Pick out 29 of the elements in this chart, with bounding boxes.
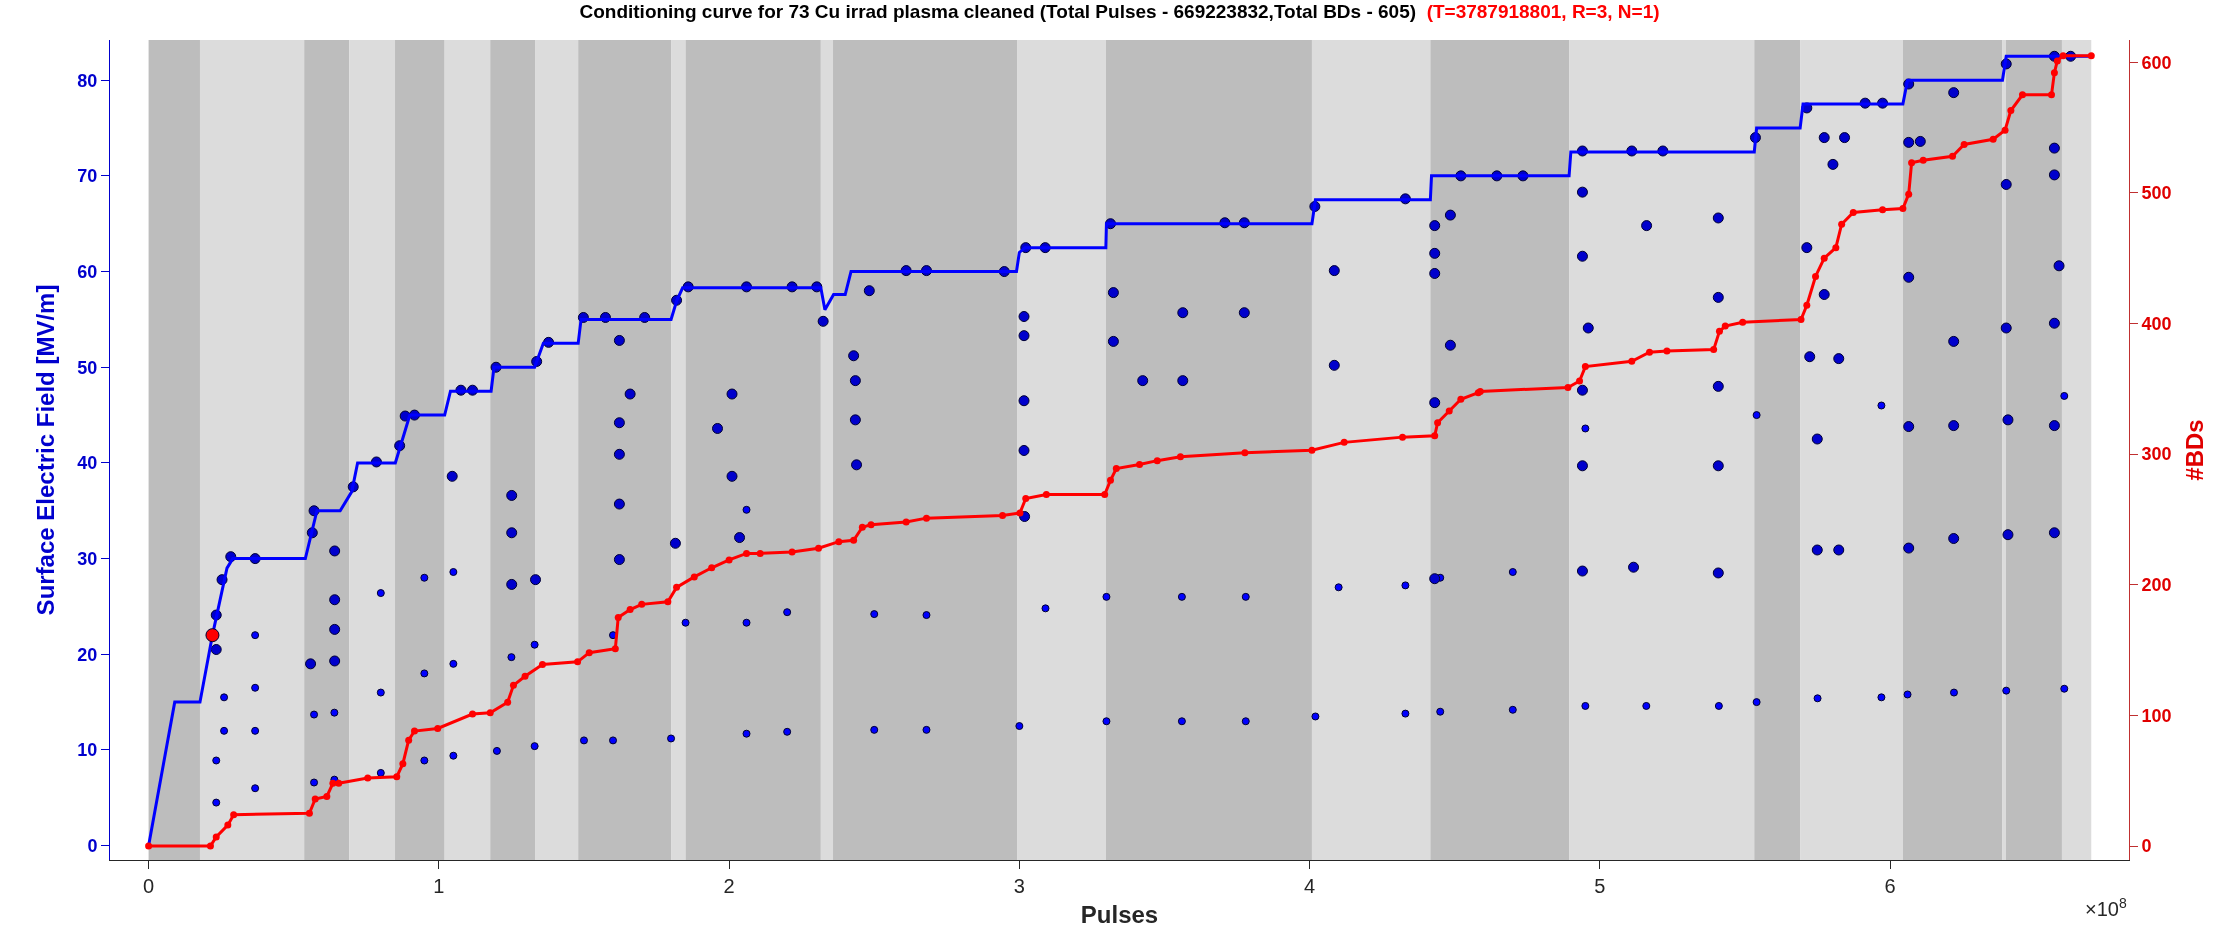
y-tick-label: 60	[77, 261, 98, 282]
y-tick-label: 10	[77, 740, 98, 761]
x-tick-label: 3	[1013, 875, 1025, 897]
y-tick-label: 70	[77, 166, 98, 187]
y-tick-label: 80	[77, 70, 98, 91]
x-tick-label: 2	[723, 875, 735, 897]
chart-title: Conditioning curve for 73 Cu irrad plasma cleaned (Total Pulses - 669223832,Total BDs - 605)	[579, 1, 1417, 22]
x-tick-label: 1	[433, 875, 445, 897]
y-tick-label: 30	[77, 548, 98, 569]
x-tick-label: 4	[1304, 875, 1316, 897]
x-tick-label: 5	[1594, 875, 1606, 897]
text: ×10$^{8}$	[2085, 895, 2127, 921]
y2-tick-label: 400	[2141, 313, 2172, 334]
y-tick-label: 50	[77, 357, 98, 378]
y2-axis-title: #BDs	[2180, 419, 2208, 481]
y-tick-label: 0	[87, 835, 98, 856]
y2-tick-label: 500	[2141, 183, 2172, 204]
y-tick-label: 20	[77, 644, 98, 665]
chart-subtitle: (T=3787918801, R=3, N=1)	[1426, 1, 1660, 22]
y-tick-label: 40	[77, 453, 98, 474]
x-tick-label: 0	[143, 875, 155, 897]
y2-tick-label: 200	[2141, 575, 2172, 596]
x-tick-label: 6	[1884, 875, 1896, 897]
y2-tick-label: 0	[2141, 836, 2152, 857]
y2-tick-label: 300	[2141, 444, 2172, 465]
y2-tick-label: 100	[2141, 705, 2172, 726]
y-axis-title: Surface Electric Field [MV/m]	[32, 284, 60, 616]
x-axis-title: Pulses	[1080, 901, 1159, 929]
y2-tick-label: 600	[2141, 52, 2172, 73]
